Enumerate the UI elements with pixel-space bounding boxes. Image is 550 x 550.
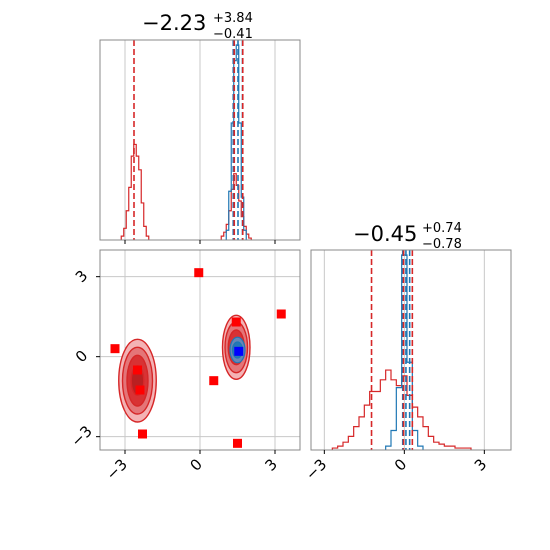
- x-tick-label: −3: [302, 455, 330, 483]
- title-param2-upper: +0.74: [422, 221, 462, 236]
- title-param2: −0.45 +0.74 −0.78: [353, 221, 462, 252]
- red-histogram: [331, 369, 472, 450]
- title-param1-lower: −0.41: [213, 27, 253, 42]
- red-marker: [133, 365, 142, 375]
- red-marker: [233, 438, 242, 448]
- red-marker: [194, 268, 204, 278]
- red-marker: [110, 344, 120, 354]
- x-tick-label: 0: [391, 455, 410, 474]
- y-tick-label: 0: [72, 347, 91, 366]
- red-marker: [138, 429, 147, 439]
- red-marker: [209, 376, 219, 386]
- red-marker: [276, 309, 286, 319]
- blue-histogram: [385, 254, 424, 450]
- x-tick-label: −3: [103, 455, 131, 483]
- x-tick-label: 3: [262, 455, 281, 474]
- title-param1-upper: +3.84: [213, 11, 253, 26]
- marginal-param2-panel: −3 0 3: [302, 249, 512, 484]
- x-tick-label: 0: [187, 455, 206, 474]
- red-marker: [231, 317, 241, 327]
- blue-histogram: [225, 44, 247, 240]
- title-param1: −2.23 +3.84 −0.41: [142, 11, 253, 42]
- y-tick-label: 3: [72, 267, 91, 286]
- x-tick-label: 3: [471, 455, 490, 474]
- red-marker: [135, 385, 145, 395]
- joint-panel: −3 0 3 −3 0 3: [67, 249, 301, 484]
- blue-marker: [234, 346, 244, 356]
- title-param2-main: −0.45: [353, 222, 417, 246]
- red-histogram-mode1: [120, 143, 150, 240]
- title-param2-lower: −0.78: [422, 237, 462, 252]
- y-tick-label: −3: [67, 422, 95, 450]
- marginal-param1-panel: [99, 39, 301, 244]
- title-param1-main: −2.23: [142, 11, 206, 35]
- marginal-param2-frame: [310, 249, 512, 451]
